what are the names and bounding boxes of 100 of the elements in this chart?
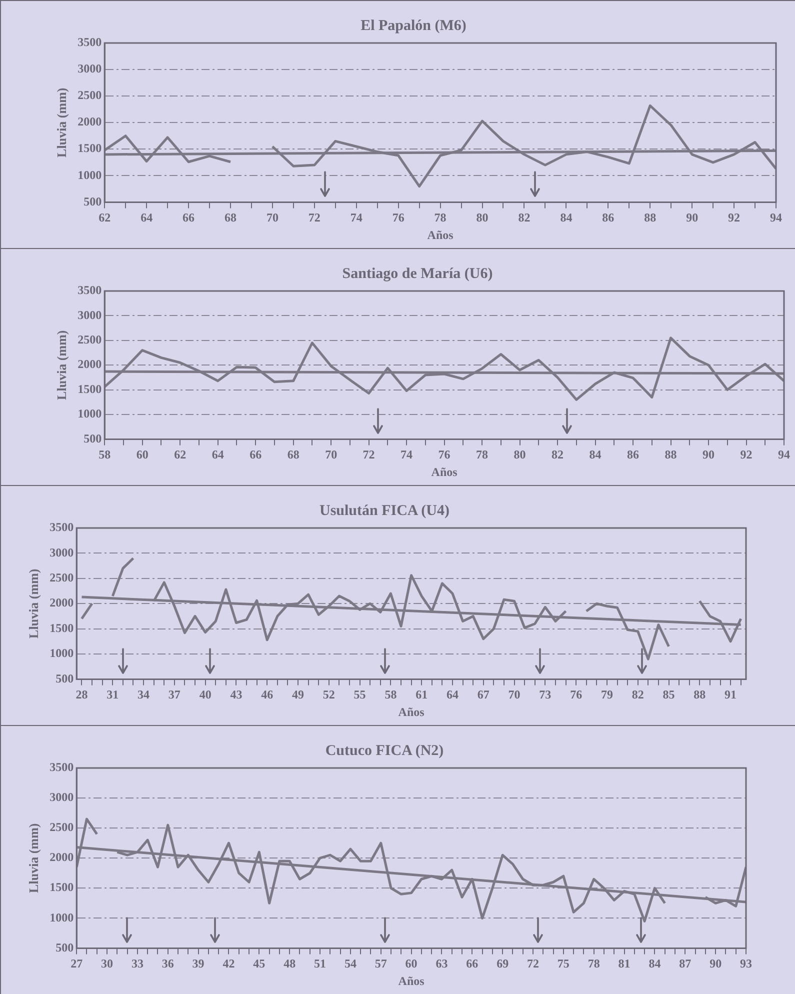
x-tick-label: 88	[694, 687, 706, 702]
x-tick-label: 94	[778, 447, 790, 462]
y-tick-label: 500	[84, 194, 102, 208]
y-axis-title: Lluvia (mm)	[26, 568, 42, 638]
x-tick-label: 85	[662, 687, 675, 702]
x-tick-label: 86	[627, 447, 640, 462]
y-tick-label: 1000	[50, 910, 74, 924]
x-tick-label: 72	[308, 210, 320, 224]
x-tick-label: 66	[182, 210, 195, 224]
x-tick-label: 84	[648, 956, 661, 970]
y-tick-label: 3000	[50, 545, 74, 560]
x-tick-label: 49	[292, 687, 304, 702]
y-tick-label: 2000	[50, 596, 74, 610]
x-tick-label: 33	[131, 956, 144, 970]
x-tick-label: 66	[250, 447, 262, 462]
y-tick-label: 1500	[78, 141, 102, 156]
x-tick-label: 75	[557, 956, 570, 970]
chart-title: Santiago de María (U6)	[342, 266, 493, 282]
x-tick-label: 76	[570, 687, 582, 702]
x-tick-label: 28	[76, 687, 88, 702]
x-tick-label: 90	[710, 956, 722, 970]
x-tick-label: 84	[560, 210, 572, 224]
y-tick-label: 2000	[78, 357, 102, 372]
y-tick-label: 1000	[78, 406, 102, 421]
x-axis-title: Años	[431, 464, 458, 479]
x-tick-label: 73	[539, 687, 552, 702]
x-tick-label: 80	[476, 210, 488, 224]
x-tick-label: 93	[740, 956, 752, 970]
x-tick-label: 64	[446, 687, 458, 702]
x-tick-label: 84	[589, 447, 602, 462]
x-tick-label: 80	[514, 447, 526, 462]
y-tick-label: 500	[84, 431, 102, 446]
x-tick-label: 70	[508, 687, 520, 702]
x-tick-label: 51	[314, 956, 326, 970]
y-tick-label: 2500	[78, 332, 102, 346]
x-tick-label: 30	[101, 956, 114, 970]
x-tick-label: 62	[174, 447, 186, 462]
x-tick-label: 66	[466, 956, 478, 970]
x-tick-label: 82	[632, 687, 644, 702]
x-tick-label: 87	[679, 956, 692, 970]
x-tick-label: 48	[284, 956, 296, 970]
y-tick-label: 1000	[78, 168, 102, 182]
x-tick-label: 64	[140, 210, 153, 224]
x-tick-label: 58	[384, 687, 397, 702]
x-axis-title: Años	[398, 974, 425, 988]
x-tick-label: 63	[436, 956, 448, 970]
x-tick-label: 76	[392, 210, 404, 224]
x-tick-label: 58	[98, 447, 111, 462]
y-tick-label: 3500	[78, 35, 102, 50]
x-axis-title: Años	[398, 704, 425, 719]
x-tick-label: 68	[224, 210, 236, 224]
x-tick-label: 36	[162, 956, 174, 970]
y-tick-label: 3500	[50, 760, 74, 774]
x-tick-label: 40	[199, 687, 212, 702]
x-tick-label: 70	[266, 210, 278, 224]
y-tick-label: 1500	[78, 382, 102, 396]
y-tick-label: 2500	[78, 88, 102, 102]
x-tick-label: 79	[600, 687, 613, 702]
y-tick-label: 2000	[78, 114, 102, 129]
x-tick-label: 62	[98, 210, 111, 224]
x-tick-label: 94	[770, 210, 782, 224]
y-tick-label: 3500	[50, 520, 74, 534]
x-tick-label: 31	[106, 687, 119, 702]
x-tick-label: 52	[322, 687, 335, 702]
x-tick-label: 81	[618, 956, 630, 970]
x-tick-label: 82	[552, 447, 564, 462]
x-tick-label: 76	[438, 447, 450, 462]
y-tick-label: 2000	[50, 850, 74, 864]
x-tick-label: 46	[261, 687, 274, 702]
y-tick-label: 2500	[50, 820, 74, 834]
x-tick-label: 42	[222, 956, 235, 970]
x-tick-label: 74	[400, 447, 413, 462]
y-tick-label: 1500	[50, 880, 74, 894]
y-tick-label: 1500	[50, 620, 74, 635]
x-tick-label: 37	[168, 687, 180, 702]
x-tick-label: 27	[70, 956, 83, 970]
x-tick-label: 72	[362, 447, 375, 462]
x-tick-label: 78	[476, 447, 488, 462]
y-tick-label: 3000	[78, 62, 102, 76]
x-tick-label: 68	[287, 447, 300, 462]
y-tick-label: 3000	[50, 790, 74, 804]
x-tick-label: 45	[253, 956, 266, 970]
x-tick-label: 43	[230, 687, 242, 702]
x-tick-label: 64	[212, 447, 224, 462]
x-tick-label: 90	[686, 210, 698, 224]
x-tick-label: 91	[724, 687, 737, 702]
x-tick-label: 82	[518, 210, 530, 224]
x-tick-label: 88	[664, 447, 677, 462]
x-tick-label: 92	[728, 210, 740, 224]
x-tick-label: 60	[405, 956, 418, 970]
x-tick-label: 55	[354, 687, 366, 702]
chart-title: El Papalón (M6)	[360, 18, 466, 34]
chart-title: Cutuco FICA (N2)	[325, 742, 444, 759]
x-tick-label: 39	[192, 956, 204, 970]
y-axis-title: Lluvia (mm)	[54, 330, 70, 400]
x-tick-label: 74	[350, 210, 362, 224]
x-tick-label: 69	[496, 956, 509, 970]
y-tick-label: 500	[56, 671, 74, 686]
y-tick-label: 500	[56, 940, 74, 954]
chart-title: Usulután FICA (U4)	[319, 502, 450, 519]
